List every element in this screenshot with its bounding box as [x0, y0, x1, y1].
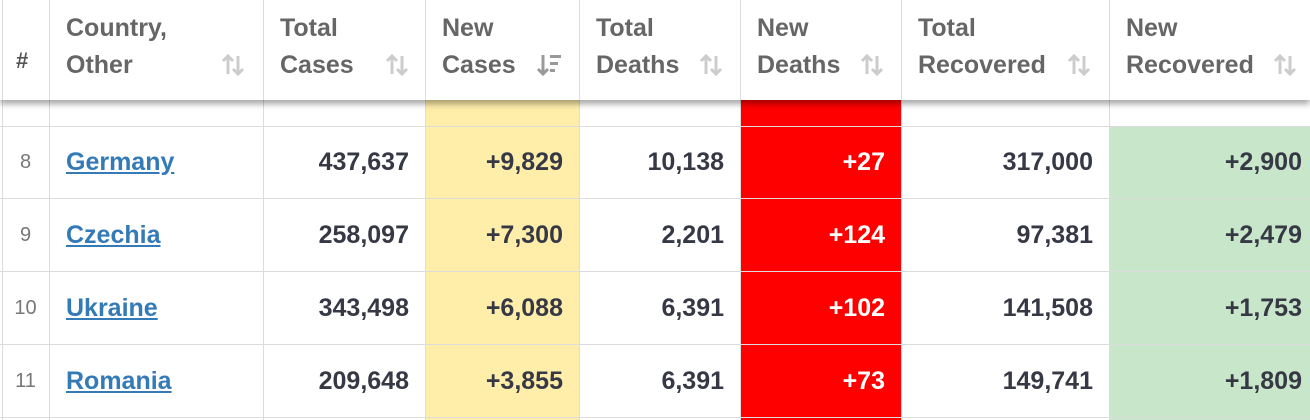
- header-label: Total Cases: [280, 14, 354, 79]
- country-link-ukraine[interactable]: Ukraine: [66, 293, 158, 322]
- partial-row-new-cases: [426, 100, 579, 126]
- sort-icon: [1273, 53, 1297, 77]
- new-cases-cell: +6,088: [485, 293, 563, 322]
- country-link-czechia[interactable]: Czechia: [66, 220, 161, 249]
- total-deaths-cell: 6,391: [661, 293, 724, 322]
- total-recovered-cell: 149,741: [1002, 366, 1093, 395]
- new-recovered-cell: +2,900: [1224, 147, 1302, 176]
- total-recovered-cell: 317,000: [1002, 147, 1093, 176]
- sort-icon: [1067, 53, 1091, 77]
- country-cell: Germany: [50, 126, 263, 198]
- new-cases-column-bg: [426, 126, 579, 420]
- row-index: 10: [14, 296, 37, 319]
- header-index[interactable]: #: [2, 0, 49, 100]
- header-total-cases[interactable]: Total Cases: [264, 0, 425, 100]
- grid-line: [740, 0, 741, 100]
- grid-line: [425, 0, 426, 420]
- header-label: New Recovered: [1126, 14, 1254, 79]
- grid-line: [0, 417, 1310, 418]
- grid-line: [0, 198, 1310, 199]
- grid-line: [0, 126, 1310, 127]
- new-deaths-cell: +27: [842, 147, 885, 176]
- total-cases-cell: 209,648: [318, 366, 409, 395]
- country-cell: Ukraine: [50, 272, 263, 344]
- grid-line: [1109, 0, 1110, 420]
- grid-line: [740, 0, 741, 420]
- grid-line: [2, 0, 3, 100]
- total-deaths-cell: 6,391: [661, 366, 724, 395]
- header-label: Total Deaths: [596, 14, 680, 79]
- sort-icon: [221, 53, 245, 77]
- table-header: # Country, Other Total Cases New Cases: [0, 0, 1310, 100]
- header-label: Total Recovered: [918, 14, 1046, 79]
- new-cases-cell: +3,855: [485, 366, 563, 395]
- new-cases-cell: +9,829: [485, 147, 563, 176]
- grid-line: [49, 0, 50, 100]
- header-new-deaths[interactable]: New Deaths: [741, 0, 901, 100]
- total-recovered-cell: 141,508: [1002, 293, 1093, 322]
- sort-icon: [385, 53, 409, 77]
- grid-line: [0, 271, 1310, 272]
- header-label: New Cases: [442, 14, 516, 79]
- grid-line: [263, 0, 264, 420]
- header-total-recovered[interactable]: Total Recovered: [902, 0, 1109, 100]
- header-label: New Deaths: [757, 14, 841, 79]
- header-new-recovered[interactable]: New Recovered: [1110, 0, 1310, 100]
- new-deaths-column-bg: [741, 126, 901, 420]
- header-new-cases[interactable]: New Cases: [426, 0, 579, 100]
- row-index: 8: [19, 150, 32, 173]
- new-cases-cell: +7,300: [485, 220, 563, 249]
- grid-line: [901, 0, 902, 100]
- grid-line: [579, 0, 580, 420]
- new-deaths-cell: +102: [828, 293, 885, 322]
- country-link-romania[interactable]: Romania: [66, 366, 172, 395]
- new-recovered-column-bg: [1110, 126, 1310, 420]
- new-deaths-cell: +73: [842, 366, 885, 395]
- sort-icon: [860, 53, 884, 77]
- new-recovered-cell: +1,809: [1224, 366, 1302, 395]
- new-deaths-cell: +124: [828, 220, 885, 249]
- header-total-deaths[interactable]: Total Deaths: [580, 0, 740, 100]
- sort-icon: [699, 53, 723, 77]
- grid-line: [901, 0, 902, 420]
- grid-line: [2, 0, 3, 420]
- total-deaths-cell: 10,138: [647, 147, 724, 176]
- grid-line: [579, 0, 580, 100]
- partial-row-new-deaths: [741, 100, 901, 126]
- country-cell: Czechia: [50, 199, 263, 271]
- total-deaths-cell: 2,201: [661, 220, 724, 249]
- header-index-label: #: [16, 48, 29, 73]
- row-index: 11: [15, 369, 36, 392]
- grid-line: [49, 0, 50, 420]
- row-index: 9: [19, 223, 32, 246]
- new-recovered-cell: +2,479: [1224, 220, 1302, 249]
- grid-line: [1109, 0, 1110, 100]
- new-recovered-cell: +1,753: [1224, 293, 1302, 322]
- country-cell: Romania: [50, 345, 263, 417]
- country-link-germany[interactable]: Germany: [66, 147, 175, 176]
- header-label: Country, Other: [66, 14, 167, 79]
- grid-line: [263, 0, 264, 100]
- total-cases-cell: 258,097: [318, 220, 409, 249]
- total-cases-cell: 437,637: [318, 147, 409, 176]
- total-recovered-cell: 97,381: [1016, 220, 1093, 249]
- grid-line: [425, 0, 426, 100]
- total-cases-cell: 343,498: [318, 293, 409, 322]
- sort-desc-icon: [536, 55, 561, 77]
- header-country[interactable]: Country, Other: [50, 0, 263, 100]
- grid-line: [0, 344, 1310, 345]
